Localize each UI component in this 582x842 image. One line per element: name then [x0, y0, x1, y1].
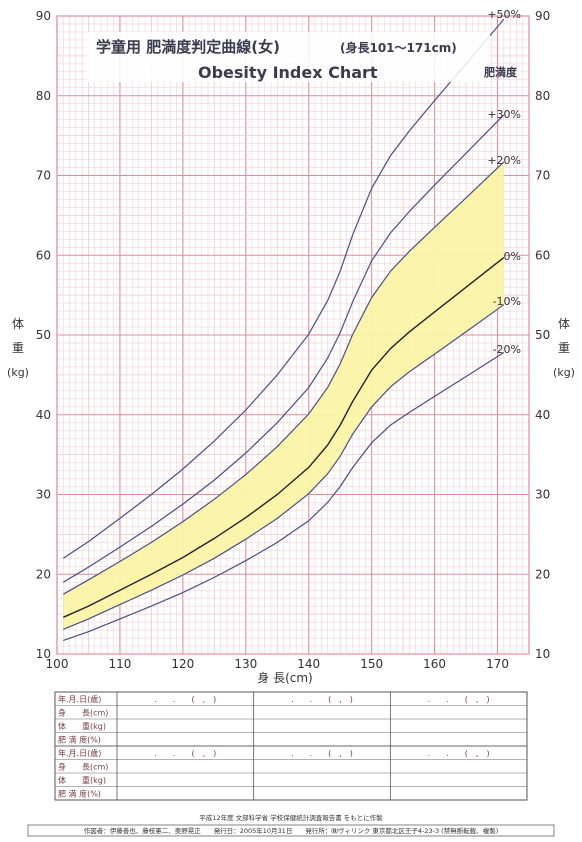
- table-date-template: . . ( , ): [154, 749, 216, 758]
- y-tick-label-right: 60: [535, 248, 550, 262]
- chart-title: 学童用 肥満度判定曲線(女): [96, 38, 280, 56]
- series-label: +30%: [487, 108, 521, 121]
- chart-title-range: (身長101〜171cm): [340, 40, 457, 55]
- y-tick-label-right: 20: [535, 567, 550, 581]
- y-tick-label-left: 50: [36, 328, 51, 342]
- y-tick-label-left: 40: [36, 408, 51, 422]
- curve-0pct: [63, 257, 505, 618]
- curve-minus10pct: [63, 304, 505, 630]
- x-tick-label: 100: [46, 657, 69, 671]
- y-axis-label-right-3: (kg): [553, 366, 575, 379]
- table-date-template: . . ( , ): [428, 749, 490, 758]
- y-axis-label-left-2: 重: [12, 341, 24, 355]
- y-tick-label-right: 10: [535, 647, 550, 661]
- series-label: 0%: [504, 250, 521, 263]
- table-row-label: 体 重(kg): [58, 775, 106, 785]
- table-row-label: 身 長(cm): [58, 708, 108, 718]
- footer-box: [27, 824, 555, 837]
- plot-frame: [56, 15, 530, 655]
- y-tick-label-left: 20: [36, 567, 51, 581]
- series-labels: +50% +30% +20% 0% -10% -20%: [487, 8, 521, 356]
- y-tick-label-right: 30: [535, 488, 550, 502]
- series-label: +50%: [487, 8, 521, 21]
- table-date-template: . . ( , ): [428, 695, 490, 704]
- footer-source: 平成12年度 文部科学省 学校保健統計調査報告書 をもとに作製: [199, 813, 383, 822]
- y-axis-label-left-3: (kg): [7, 366, 29, 379]
- x-tick-label: 120: [171, 657, 194, 671]
- series-label: +20%: [487, 154, 521, 167]
- table-date-template: . . ( , ): [291, 695, 353, 704]
- table-date-template: . . ( , ): [154, 695, 216, 704]
- x-tick-label: 140: [297, 657, 320, 671]
- y-tick-label-right: 70: [535, 169, 550, 183]
- y-tick-label-left: 10: [36, 647, 51, 661]
- curve-plus30pct: [62, 114, 505, 583]
- curve-plus50pct: [62, 18, 505, 559]
- legend-heading: 肥満度: [484, 65, 518, 79]
- record-table: 年.月.日(歳) 身 長(cm) 体 重(kg) 肥 満 度(%) 年.月.日(歳) 身 …: [54, 691, 528, 801]
- x-tick-label: 130: [234, 657, 257, 671]
- table-row-label: 肥 満 度(%): [58, 789, 101, 799]
- table-row-label: 年.月.日(歳): [58, 748, 101, 758]
- y-tick-label-left: 80: [36, 89, 51, 103]
- table-row-label: 年.月.日(歳): [58, 694, 101, 704]
- y-tick-label-left: 90: [36, 9, 51, 23]
- curve-plus20pct: [63, 161, 505, 595]
- y-tick-label-left: 30: [36, 488, 51, 502]
- y-tick-label-right: 40: [535, 408, 550, 422]
- chart-subtitle: Obesity Index Chart: [198, 63, 378, 82]
- y-tick-label-right: 80: [535, 89, 550, 103]
- x-axis-label: 身 長(cm): [257, 670, 312, 685]
- series-label: -10%: [493, 295, 521, 308]
- y-tick-label-right: 90: [535, 9, 550, 23]
- series-label: -20%: [493, 343, 521, 356]
- axis-ticks: 100 110 120 130 140 150 160 170 10 10 20 20 30 30 40 40…: [36, 9, 551, 671]
- title-backdrop: [86, 32, 490, 82]
- table-row-label: 身 長(cm): [58, 762, 108, 772]
- y-axis-label-right-2: 重: [558, 341, 570, 355]
- x-tick-label: 160: [423, 657, 446, 671]
- table-row-label: 体 重(kg): [58, 721, 106, 731]
- chart-curves: [62, 18, 505, 641]
- y-tick-label-right: 50: [535, 328, 550, 342]
- y-axis-label-right-1: 体: [558, 317, 570, 331]
- y-tick-label-left: 70: [36, 169, 51, 183]
- y-tick-label-left: 60: [36, 248, 51, 262]
- x-tick-label: 110: [108, 657, 131, 671]
- curve-minus20pct: [63, 351, 505, 641]
- table-date-template: . . ( , ): [291, 749, 353, 758]
- x-tick-label: 150: [360, 657, 383, 671]
- footer-credits: 作図者：伊藤善也、藤枝憲二、奥野晃正 発行日：2005年10月31日 発行所：㈱…: [84, 826, 499, 835]
- y-axis-label-left-1: 体: [12, 317, 24, 331]
- normal-band: [63, 161, 504, 630]
- x-tick-label: 170: [486, 657, 509, 671]
- table-row-label: 肥 満 度(%): [58, 735, 101, 745]
